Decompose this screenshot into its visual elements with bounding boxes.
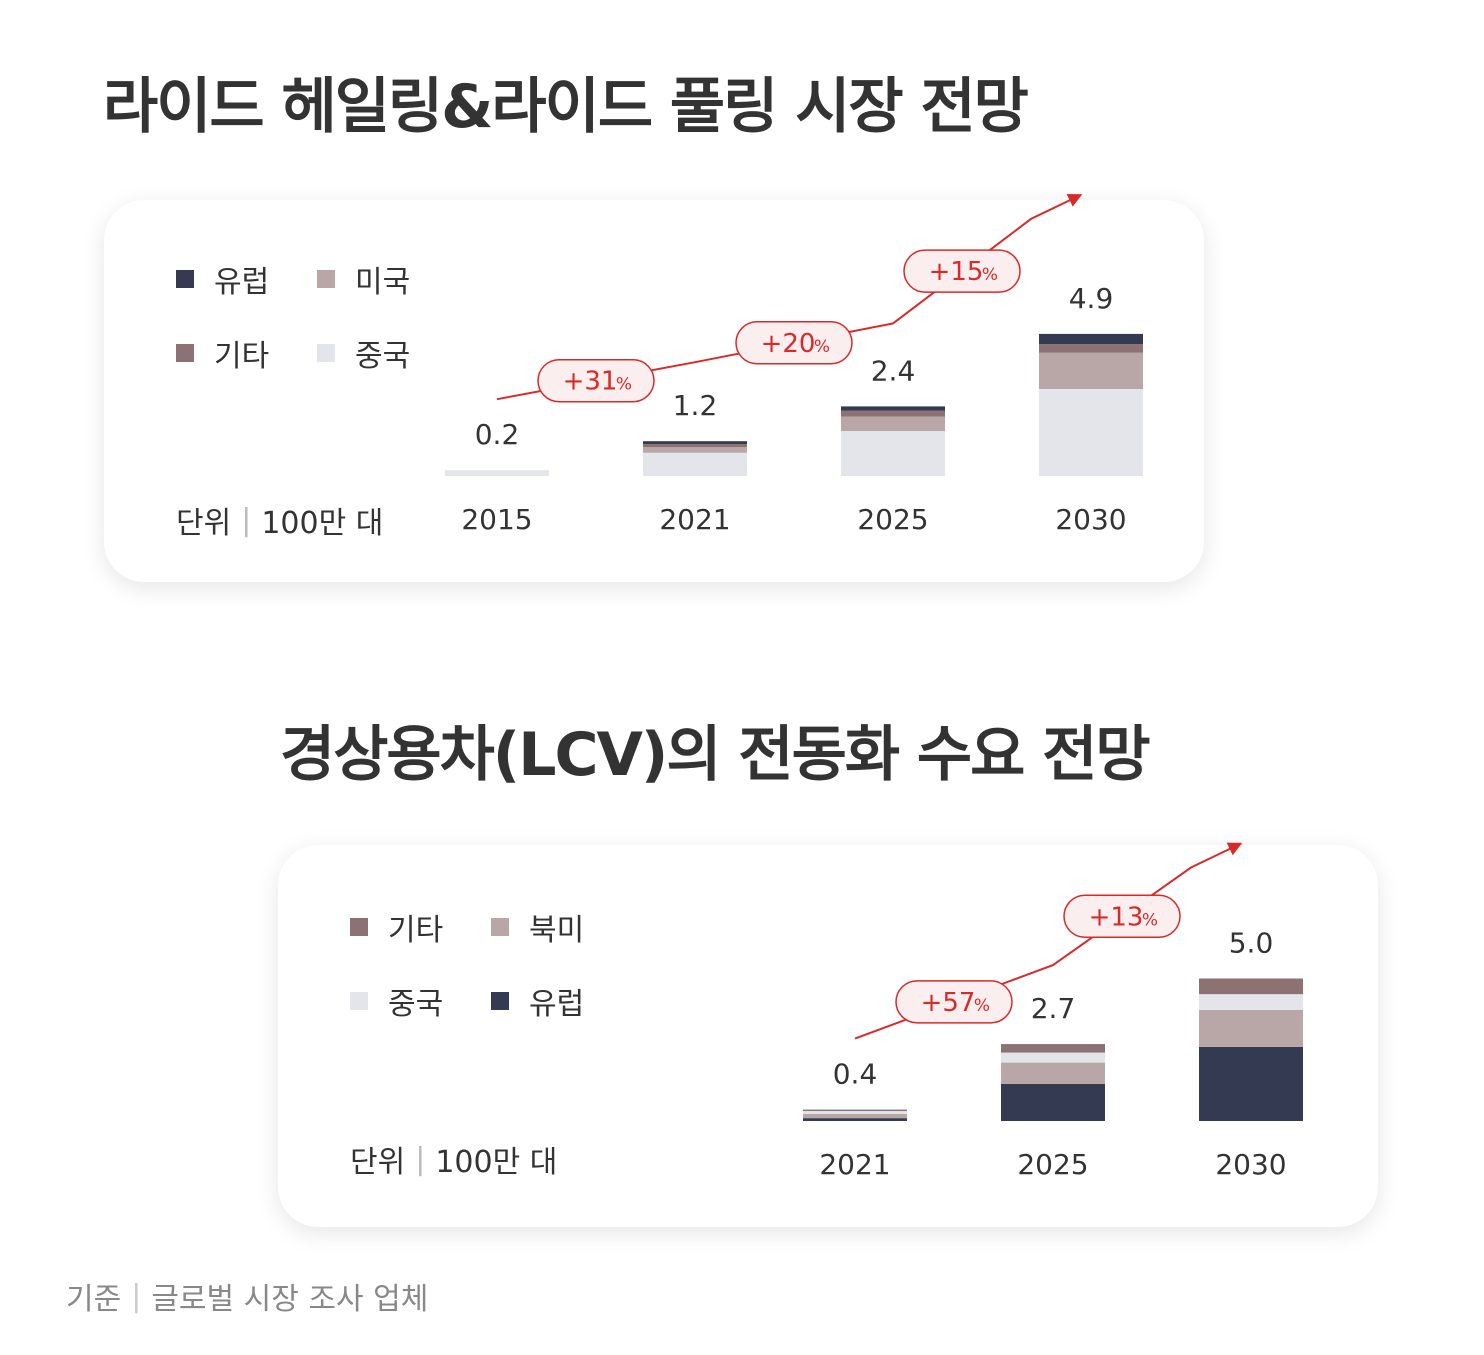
bar-value-label: 2.4: [871, 354, 916, 387]
bar-segment: [803, 1109, 907, 1112]
bar-value-label: 5.0: [1229, 927, 1274, 960]
unit-label: 단위 | 100만 대: [350, 1137, 557, 1181]
chart-card: 기타 북미 중국 유럽 단위 | 100만 대 0.4 2021 2.7 2025 5.…: [278, 842, 1378, 1227]
growth-unit-label: %: [982, 265, 998, 285]
x-tick-label: 2030: [1215, 1148, 1286, 1181]
x-tick-label: 2021: [659, 503, 730, 536]
growth-badge: [903, 249, 1021, 293]
legend-item: 중국: [317, 331, 410, 375]
bar-segment: [841, 410, 945, 417]
unit-label: 단위 | 100만 대: [176, 498, 383, 542]
legend-swatch: [350, 992, 368, 1010]
bar-segment: [1001, 1052, 1105, 1063]
bar-value-label: 1.2: [673, 389, 718, 422]
x-tick-label: 2025: [857, 503, 928, 536]
growth-unit-label: %: [1142, 910, 1158, 930]
bar-segment: [445, 470, 549, 476]
bar-segment: [643, 447, 747, 453]
growth-badge: [1063, 894, 1181, 939]
growth-label: +15: [929, 257, 984, 287]
bar-segment: [1001, 1044, 1105, 1053]
legend-swatch: [491, 992, 509, 1010]
growth-label: +20: [761, 329, 816, 359]
chart-card: 유럽 미국 기타 중국 단위 | 100만 대 0.2 2015 1.2 2021 2.…: [104, 193, 1204, 582]
legend-label: 중국: [388, 987, 444, 1022]
legend-label: 유럽: [529, 987, 585, 1022]
legend-label: 기타: [388, 913, 444, 948]
x-tick-label: 2021: [819, 1148, 890, 1181]
separator: |: [415, 1141, 426, 1177]
growth-unit-label: %: [974, 996, 990, 1016]
x-tick-label: 2025: [1017, 1148, 1088, 1181]
bar-segment: [1039, 333, 1143, 345]
bar-segment: [643, 452, 747, 476]
legend-label: 기타: [214, 339, 270, 374]
bar-segment: [1199, 1009, 1303, 1047]
legend-swatch: [317, 344, 335, 362]
legend-swatch: [350, 918, 368, 936]
x-tick-label: 2015: [461, 503, 532, 536]
growth-unit-label: %: [616, 375, 632, 395]
bar-segment: [1001, 1083, 1105, 1121]
legend-swatch: [176, 344, 194, 362]
unit-key: 단위: [176, 506, 232, 541]
bar-segment: [841, 416, 945, 432]
legend-item: 중국: [350, 979, 443, 1023]
unit-value: 100만 대: [261, 506, 384, 541]
legend-swatch: [176, 270, 194, 288]
bar-value-label: 0.2: [475, 418, 520, 451]
growth-label: +31: [563, 367, 618, 397]
bar-segment: [803, 1111, 907, 1114]
bar-value-label: 4.9: [1069, 282, 1114, 315]
separator: |: [131, 1278, 142, 1314]
x-tick-label: 2030: [1055, 503, 1126, 536]
separator: |: [241, 502, 252, 538]
bar-value-label: 2.7: [1031, 992, 1076, 1025]
legend-label: 북미: [529, 913, 585, 948]
legend-item: 기타: [176, 331, 269, 375]
source-value: 글로벌 시장 조사 업체: [151, 1282, 429, 1317]
bar-segment: [803, 1118, 907, 1121]
legend-item: 북미: [491, 905, 584, 949]
growth-badge: [895, 980, 1013, 1024]
bar-segment: [841, 406, 945, 411]
legend-label: 유럽: [214, 265, 270, 300]
legend-item: 유럽: [176, 257, 269, 301]
bar-segment: [1039, 344, 1143, 353]
growth-badge: [537, 358, 655, 403]
legend-label: 미국: [355, 265, 411, 300]
source-key: 기준: [66, 1282, 122, 1317]
chart-title: 라이드 헤일링&라이드 풀링 시장 전망: [103, 72, 1029, 142]
unit-value: 100만 대: [435, 1145, 558, 1180]
unit-key: 단위: [350, 1145, 406, 1180]
legend-item: 미국: [317, 257, 410, 301]
growth-unit-label: %: [814, 337, 830, 357]
legend-swatch: [317, 270, 335, 288]
source-note: 기준 | 글로벌 시장 조사 업체: [66, 1274, 428, 1318]
growth-label: +13: [1089, 902, 1144, 932]
chart-title: 경상용차(LCV)의 전동화 수요 전망: [280, 720, 1151, 790]
bar-segment: [643, 444, 747, 447]
growth-label: +57: [921, 988, 976, 1018]
bar-segment: [803, 1113, 907, 1119]
bar-segment: [1199, 978, 1303, 995]
bar-segment: [643, 441, 747, 445]
bar-value-label: 0.4: [833, 1058, 878, 1091]
bar-segment: [1039, 389, 1143, 476]
growth-badge: [735, 321, 853, 365]
legend-label: 중국: [355, 339, 411, 374]
bar-segment: [1039, 352, 1143, 389]
legend-swatch: [491, 918, 509, 936]
legend-item: 유럽: [491, 979, 584, 1023]
bar-segment: [1199, 1046, 1303, 1121]
bar-segment: [1199, 994, 1303, 1010]
legend-item: 기타: [350, 905, 443, 949]
bar-segment: [841, 431, 945, 476]
bar-segment: [1001, 1062, 1105, 1084]
